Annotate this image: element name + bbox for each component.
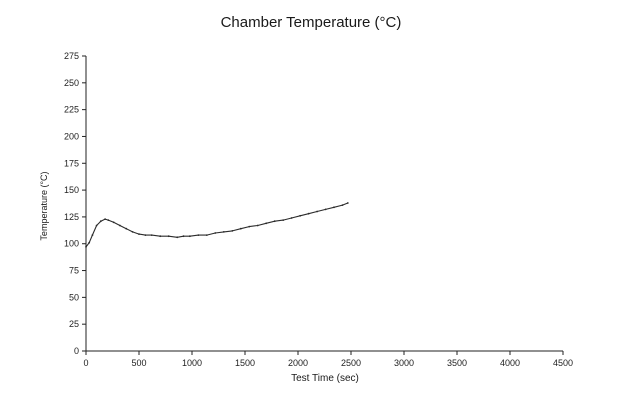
y-tick-label: 225 — [64, 105, 79, 115]
data-point — [159, 235, 162, 238]
y-tick-label: 200 — [64, 131, 79, 141]
data-point — [290, 217, 293, 219]
data-point — [273, 220, 276, 223]
chart-title: Chamber Temperature (°C) — [220, 14, 402, 31]
data-point — [239, 227, 242, 230]
x-tick-label: 4500 — [553, 358, 573, 368]
x-tick-label: 2500 — [341, 358, 361, 368]
data-point — [119, 224, 121, 227]
data-point — [104, 218, 106, 221]
data-point — [150, 234, 153, 237]
data-point — [138, 233, 140, 236]
x-tick-label: 500 — [131, 358, 146, 368]
data-point — [95, 224, 98, 227]
data-point — [324, 208, 327, 211]
data-point — [88, 241, 91, 244]
data-point — [248, 225, 251, 228]
data-point — [231, 230, 234, 232]
x-tick-label: 2000 — [288, 358, 308, 368]
data-point — [112, 221, 115, 224]
data-point — [205, 234, 208, 237]
data-point — [346, 202, 349, 204]
data-point — [341, 204, 344, 207]
y-tick-label: 25 — [69, 319, 79, 329]
data-point — [99, 220, 102, 223]
data-point — [256, 224, 259, 227]
y-tick-label: 50 — [69, 292, 79, 302]
data-point — [282, 219, 285, 222]
data-point — [176, 236, 179, 239]
x-tick-label: 1500 — [235, 358, 255, 368]
x-tick-label: 4000 — [500, 358, 520, 368]
x-tick-label: 0 — [83, 358, 88, 368]
data-point — [85, 246, 87, 248]
y-tick-label: 250 — [64, 78, 79, 88]
y-tick-label: 275 — [64, 51, 79, 61]
data-point — [125, 227, 128, 230]
x-tick-label: 3500 — [447, 358, 467, 368]
data-point — [91, 234, 94, 237]
data-point — [222, 231, 225, 233]
x-axis-label: Test Time (sec) — [291, 373, 359, 384]
x-tick-label: 1000 — [182, 358, 202, 368]
data-point — [299, 214, 301, 217]
data-point — [316, 210, 318, 213]
data-point — [265, 222, 268, 225]
y-tick-label: 100 — [64, 239, 79, 249]
series-line — [85, 202, 349, 248]
data-point — [107, 219, 110, 222]
data-point — [307, 212, 310, 215]
data-point — [131, 231, 134, 233]
data-point — [197, 234, 200, 237]
x-tick-label: 3000 — [394, 358, 414, 368]
y-tick-label: 175 — [64, 158, 79, 168]
data-point — [182, 235, 185, 238]
data-point — [214, 232, 217, 234]
data-point — [167, 235, 170, 238]
y-tick-label: 125 — [64, 212, 79, 222]
data-point — [333, 206, 335, 209]
data-point — [189, 235, 191, 238]
y-tick-label: 0 — [74, 346, 79, 356]
y-tick-label: 75 — [69, 266, 79, 276]
y-tick-label: 150 — [64, 185, 79, 195]
data-point — [144, 234, 147, 237]
